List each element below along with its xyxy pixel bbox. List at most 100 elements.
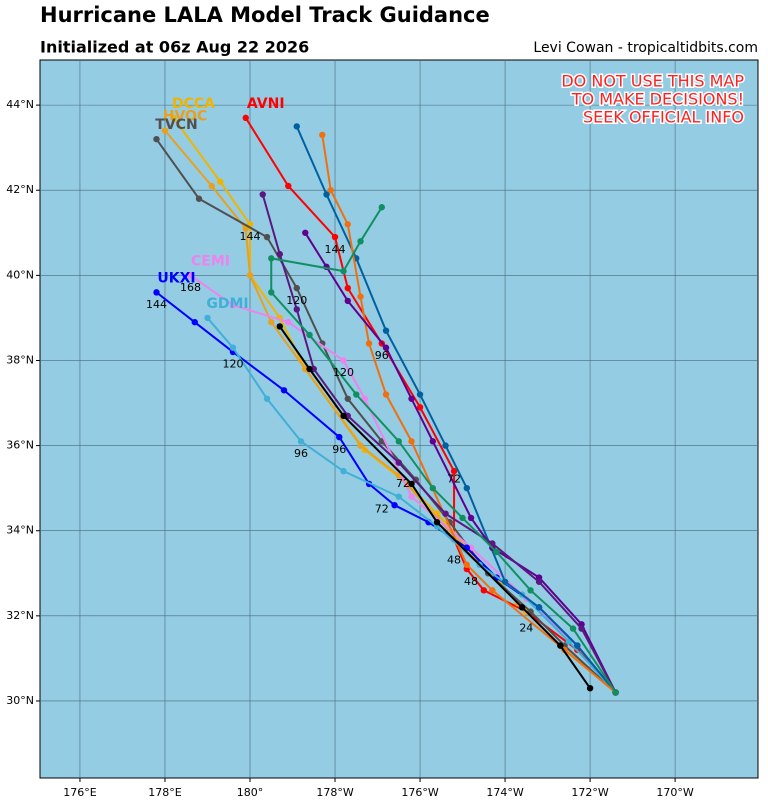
- track-point: [246, 272, 254, 279]
- track-point: [408, 395, 415, 402]
- y-tick-label: 30°N: [6, 694, 34, 707]
- track-point: [574, 642, 581, 649]
- x-tick-label: 178°E: [148, 786, 181, 799]
- track-point: [433, 519, 441, 526]
- hour-label: 72: [447, 473, 461, 486]
- track-point: [297, 438, 305, 445]
- track-point: [357, 293, 364, 300]
- y-tick-label: 40°N: [6, 268, 34, 281]
- track-point: [395, 493, 402, 500]
- y-tick-label: 32°N: [6, 609, 34, 622]
- track-point: [378, 204, 385, 211]
- model-label: CEMI: [191, 253, 230, 269]
- track-point: [340, 357, 347, 364]
- track-point: [450, 467, 458, 475]
- warning-text: TO MAKE DECISIONS!: [571, 90, 744, 109]
- track-point: [217, 178, 224, 185]
- track-point: [459, 514, 466, 522]
- track-point: [353, 391, 360, 398]
- track-point: [229, 301, 237, 309]
- hour-label: 96: [332, 443, 346, 456]
- y-tick-label: 34°N: [6, 524, 34, 537]
- track-point: [569, 625, 577, 632]
- model-label: AVNI: [247, 96, 285, 112]
- x-tick-label: 174°W: [486, 786, 523, 799]
- track-point: [340, 412, 347, 420]
- track-point: [382, 391, 390, 398]
- track-point: [518, 604, 526, 611]
- hour-label: 72: [396, 477, 410, 490]
- track-point: [259, 191, 266, 198]
- track-point: [416, 404, 424, 411]
- model-label: TVCN: [155, 117, 197, 133]
- track-point: [293, 284, 300, 292]
- hour-label: 144: [325, 243, 346, 256]
- track-point: [480, 587, 488, 594]
- track-point: [323, 191, 330, 198]
- track-point: [242, 114, 249, 122]
- track-point: [535, 578, 543, 585]
- track-point: [493, 548, 500, 556]
- track-point: [336, 433, 343, 441]
- warning-text: DO NOT USE THIS MAP: [561, 72, 744, 91]
- track-point: [195, 195, 203, 202]
- x-tick-label: 180°: [237, 786, 264, 799]
- track-point: [391, 501, 398, 509]
- track-point: [344, 284, 351, 292]
- track-point: [280, 387, 288, 394]
- track-point: [276, 323, 283, 330]
- track-point: [285, 318, 292, 326]
- hour-label: 144: [146, 298, 167, 311]
- x-tick-label: 176°E: [63, 786, 96, 799]
- track-point: [191, 318, 198, 326]
- chart-title: Hurricane LALA Model Track Guidance: [40, 3, 490, 27]
- track-point: [293, 306, 300, 313]
- track-point: [467, 514, 475, 522]
- track-point: [306, 365, 313, 373]
- track-point: [612, 689, 619, 696]
- track-point: [302, 229, 309, 236]
- hour-label: 72: [375, 502, 389, 515]
- track-point: [340, 467, 347, 475]
- track-point: [327, 187, 334, 194]
- model-label: HVOC: [163, 109, 207, 125]
- track-point: [408, 438, 415, 445]
- hour-label: 48: [464, 575, 478, 588]
- track-point: [340, 267, 347, 275]
- y-tick-label: 42°N: [6, 183, 34, 196]
- track-line: [189, 274, 617, 694]
- hour-label: 144: [240, 230, 261, 243]
- x-tick-label: 172°W: [571, 786, 608, 799]
- track-point: [153, 289, 160, 296]
- track-point: [153, 135, 160, 143]
- track-point: [429, 484, 436, 492]
- model-label: GDMI: [206, 296, 248, 312]
- hour-label: 24: [519, 622, 533, 635]
- track-point: [187, 272, 194, 279]
- track-point: [263, 395, 271, 402]
- track-line: [278, 325, 591, 689]
- track-point: [293, 123, 300, 130]
- track-point: [489, 587, 496, 594]
- track-point: [276, 250, 283, 258]
- track-point: [382, 344, 390, 351]
- track-point: [395, 459, 402, 466]
- hour-label: 96: [375, 349, 389, 362]
- hour-label: 120: [222, 358, 243, 371]
- track-point: [161, 127, 169, 134]
- track-point: [357, 442, 364, 449]
- hour-label: 168: [180, 281, 201, 294]
- track-point: [416, 391, 424, 398]
- track-point: [268, 318, 275, 326]
- track-point: [365, 340, 373, 347]
- track-point: [170, 114, 177, 122]
- track-point: [208, 182, 215, 190]
- track-point: [463, 484, 471, 492]
- track-point: [361, 395, 368, 402]
- x-tick-label: 176°W: [401, 786, 438, 799]
- track-point: [306, 331, 313, 339]
- y-tick-label: 38°N: [6, 353, 34, 366]
- track-point: [344, 221, 351, 228]
